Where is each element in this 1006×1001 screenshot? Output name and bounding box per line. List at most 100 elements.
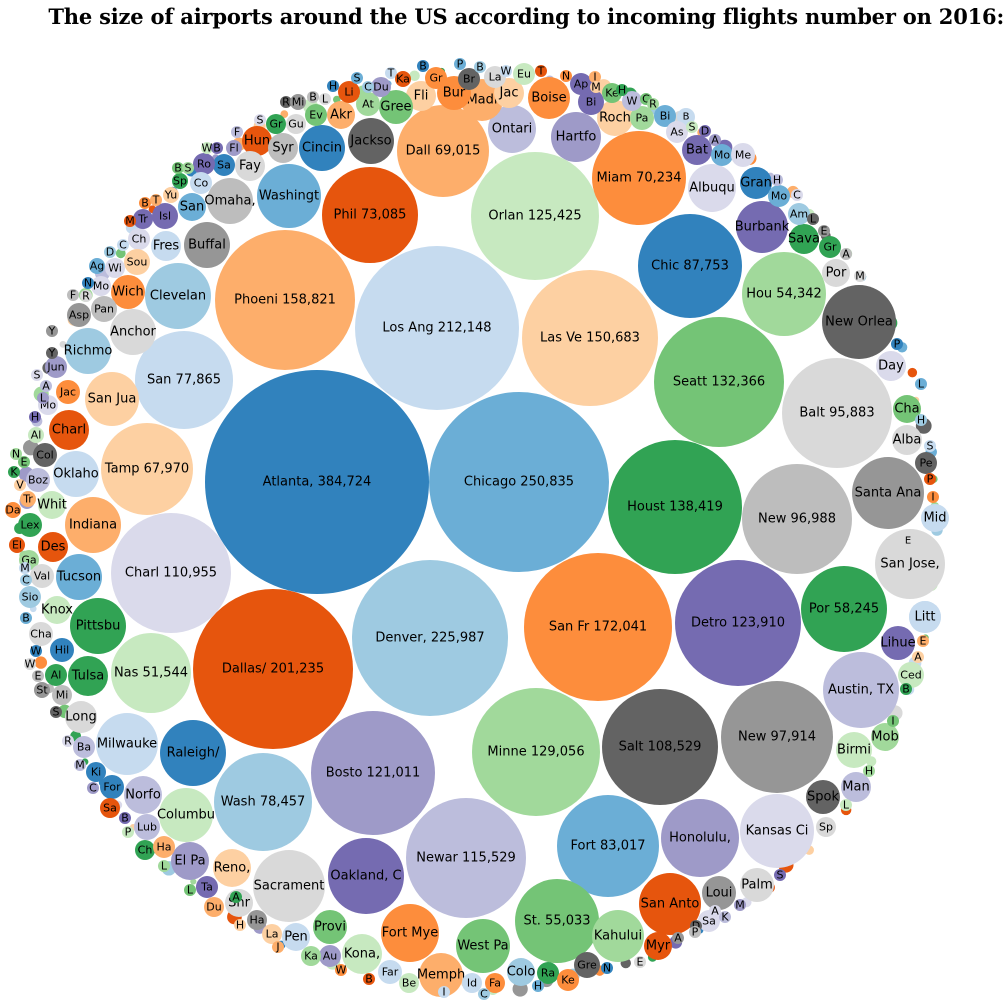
bubble-14[interactable]: Newar 115,529 [406, 798, 526, 918]
bubble-48[interactable]: Kahului [592, 910, 644, 962]
bubble-129[interactable]: Ch [128, 228, 150, 250]
bubble-64[interactable]: Hartfo [551, 112, 601, 162]
bubble-15[interactable]: Charl 110,955 [111, 513, 231, 633]
bubble-142[interactable]: Whit [37, 491, 67, 519]
bubble-97[interactable]: Bi [654, 105, 676, 127]
bubble-125[interactable]: Co [190, 172, 212, 194]
bubble-96[interactable]: Pa [630, 106, 654, 130]
bubble-54[interactable]: Tucson [56, 554, 102, 600]
bubble-46[interactable]: Indiana [65, 497, 121, 553]
bubble-24[interactable]: Phil 73,085 [322, 167, 418, 263]
bubble-11[interactable]: Orlan 125,425 [471, 152, 599, 280]
bubble-130[interactable]: Tr [133, 209, 153, 229]
bubble-145[interactable]: Val [30, 564, 54, 588]
bubble-180[interactable]: Sp [816, 817, 836, 837]
bubble-9[interactable]: Seatt 132,366 [654, 317, 784, 447]
bubble-83[interactable]: Cha [893, 395, 921, 423]
bubble-8[interactable]: Houst 138,419 [608, 440, 742, 574]
bubble-158[interactable]: Ch [135, 840, 155, 860]
bubble-87[interactable]: Por [822, 259, 850, 287]
bubble-165[interactable]: La [262, 924, 282, 944]
bubble-174[interactable]: Ra [537, 962, 559, 984]
bubble-135[interactable]: Asp [67, 303, 91, 327]
bubble-123[interactable]: Sa [213, 154, 235, 176]
bubble-26[interactable]: Dall 69,015 [397, 105, 489, 197]
bubble-56[interactable]: San Jua [85, 372, 139, 426]
bubble-58[interactable]: Anchor [110, 309, 157, 355]
bubble-88[interactable]: Pe [915, 452, 937, 474]
bubble-160[interactable]: Ta [196, 876, 218, 898]
bubble-27[interactable]: Tamp 67,970 [101, 423, 193, 515]
bubble-175[interactable]: Ke [557, 969, 579, 991]
bubble-173[interactable]: Colo [507, 958, 536, 986]
bubble-22[interactable]: Wash 78,457 [214, 753, 312, 851]
bubble-59[interactable]: Buffal [184, 222, 230, 268]
bubble-82[interactable]: Mob [871, 723, 899, 751]
bubble-152[interactable]: Long [65, 701, 97, 733]
bubble-117[interactable]: Br [458, 68, 480, 90]
bubble-137[interactable]: Jun [45, 356, 67, 378]
bubble-0[interactable]: Atlanta, 384,724 [205, 370, 429, 594]
bubble-140[interactable]: Col [33, 443, 57, 467]
bubble-33[interactable]: Honolulu, [661, 799, 739, 877]
bubble-132[interactable]: Sou [124, 249, 150, 275]
bubble-120[interactable]: Gr [266, 114, 286, 134]
bubble-40[interactable]: San Anto [639, 873, 701, 935]
bubble-66[interactable]: Boise [528, 77, 570, 119]
bubble-3[interactable]: Los Ang 212,148 [355, 246, 519, 410]
bubble-90[interactable]: Am [788, 203, 810, 225]
bubble-36[interactable]: New Orlea [822, 285, 896, 359]
bubble-19[interactable]: Balt 95,883 [782, 358, 892, 468]
bubble-122[interactable]: Fay [235, 151, 265, 181]
bubble-51[interactable]: West Pa [456, 919, 510, 973]
bubble-34[interactable]: Austin, TX [823, 652, 899, 728]
bubble-17[interactable]: New 97,914 [721, 681, 833, 793]
bubble-78[interactable]: Gran [740, 167, 772, 199]
bubble-163[interactable]: Ha [247, 910, 267, 930]
bubble-151[interactable]: Mi [52, 685, 72, 705]
bubble-121[interactable]: Gu [286, 114, 306, 134]
bubble-37[interactable]: Santa Ana [852, 457, 924, 529]
bubble-69[interactable]: Reno, [213, 849, 251, 887]
bubble-146[interactable]: Sio [19, 586, 41, 608]
bubble-77[interactable]: Sava [788, 224, 820, 254]
bubble-157[interactable]: Lub [134, 814, 160, 840]
bubble-47[interactable]: Pittsbu [70, 598, 126, 654]
bubble-62[interactable]: Jackso [348, 118, 394, 164]
bubble-159[interactable]: Ha [153, 836, 175, 858]
bubble-52[interactable]: Kona, [342, 934, 382, 974]
bubble-43[interactable]: Milwauke [96, 713, 158, 775]
bubble-35[interactable]: Kansas Ci [740, 794, 814, 868]
bubble-149[interactable]: Hil [50, 638, 74, 662]
bubble-7[interactable]: Las Ve 150,683 [522, 270, 658, 406]
bubble-136[interactable]: Mo [91, 276, 111, 296]
bubble-111[interactable]: At [356, 92, 380, 116]
bubble-25[interactable]: Miam 70,234 [592, 131, 686, 225]
bubble-119[interactable]: Syr [268, 133, 298, 163]
bubble-118[interactable]: Hun [242, 126, 272, 156]
bubble-101[interactable]: Ap [570, 73, 592, 95]
bubble-100[interactable]: Bi [578, 89, 604, 115]
bubble-79[interactable]: Birmi [836, 732, 872, 768]
bubble-138[interactable]: Jac [56, 380, 80, 404]
bubble-115[interactable]: Du [371, 77, 391, 97]
bubble-172[interactable]: Fa [485, 973, 505, 993]
bubble-44[interactable]: Clevelan [145, 263, 211, 329]
bubble-134[interactable]: Pan [91, 296, 117, 322]
bubble-113[interactable]: Ev [305, 104, 327, 126]
bubble-50[interactable]: Memph [417, 953, 465, 997]
bubble-85[interactable]: Lihue [880, 626, 916, 660]
bubble-91[interactable]: Gr [819, 236, 841, 258]
bubble-49[interactable]: Burbank [735, 201, 790, 253]
bubble-68[interactable]: Norfo [124, 776, 162, 814]
bubble-126[interactable]: San [178, 193, 206, 221]
bubble-38[interactable]: Sacrament [253, 850, 325, 922]
bubble-179[interactable]: Palm [740, 868, 774, 902]
bubble-4[interactable]: Dallas/ 201,235 [193, 589, 353, 749]
bubble-21[interactable]: Fort 83,017 [557, 795, 659, 897]
bubble-72[interactable]: Loui [702, 876, 736, 910]
bubble-182[interactable]: E [902, 535, 914, 547]
bubble-71[interactable]: Spok [806, 780, 840, 814]
bubble-177[interactable]: Myr [644, 932, 672, 960]
bubble-63[interactable]: Ontari [488, 105, 536, 153]
